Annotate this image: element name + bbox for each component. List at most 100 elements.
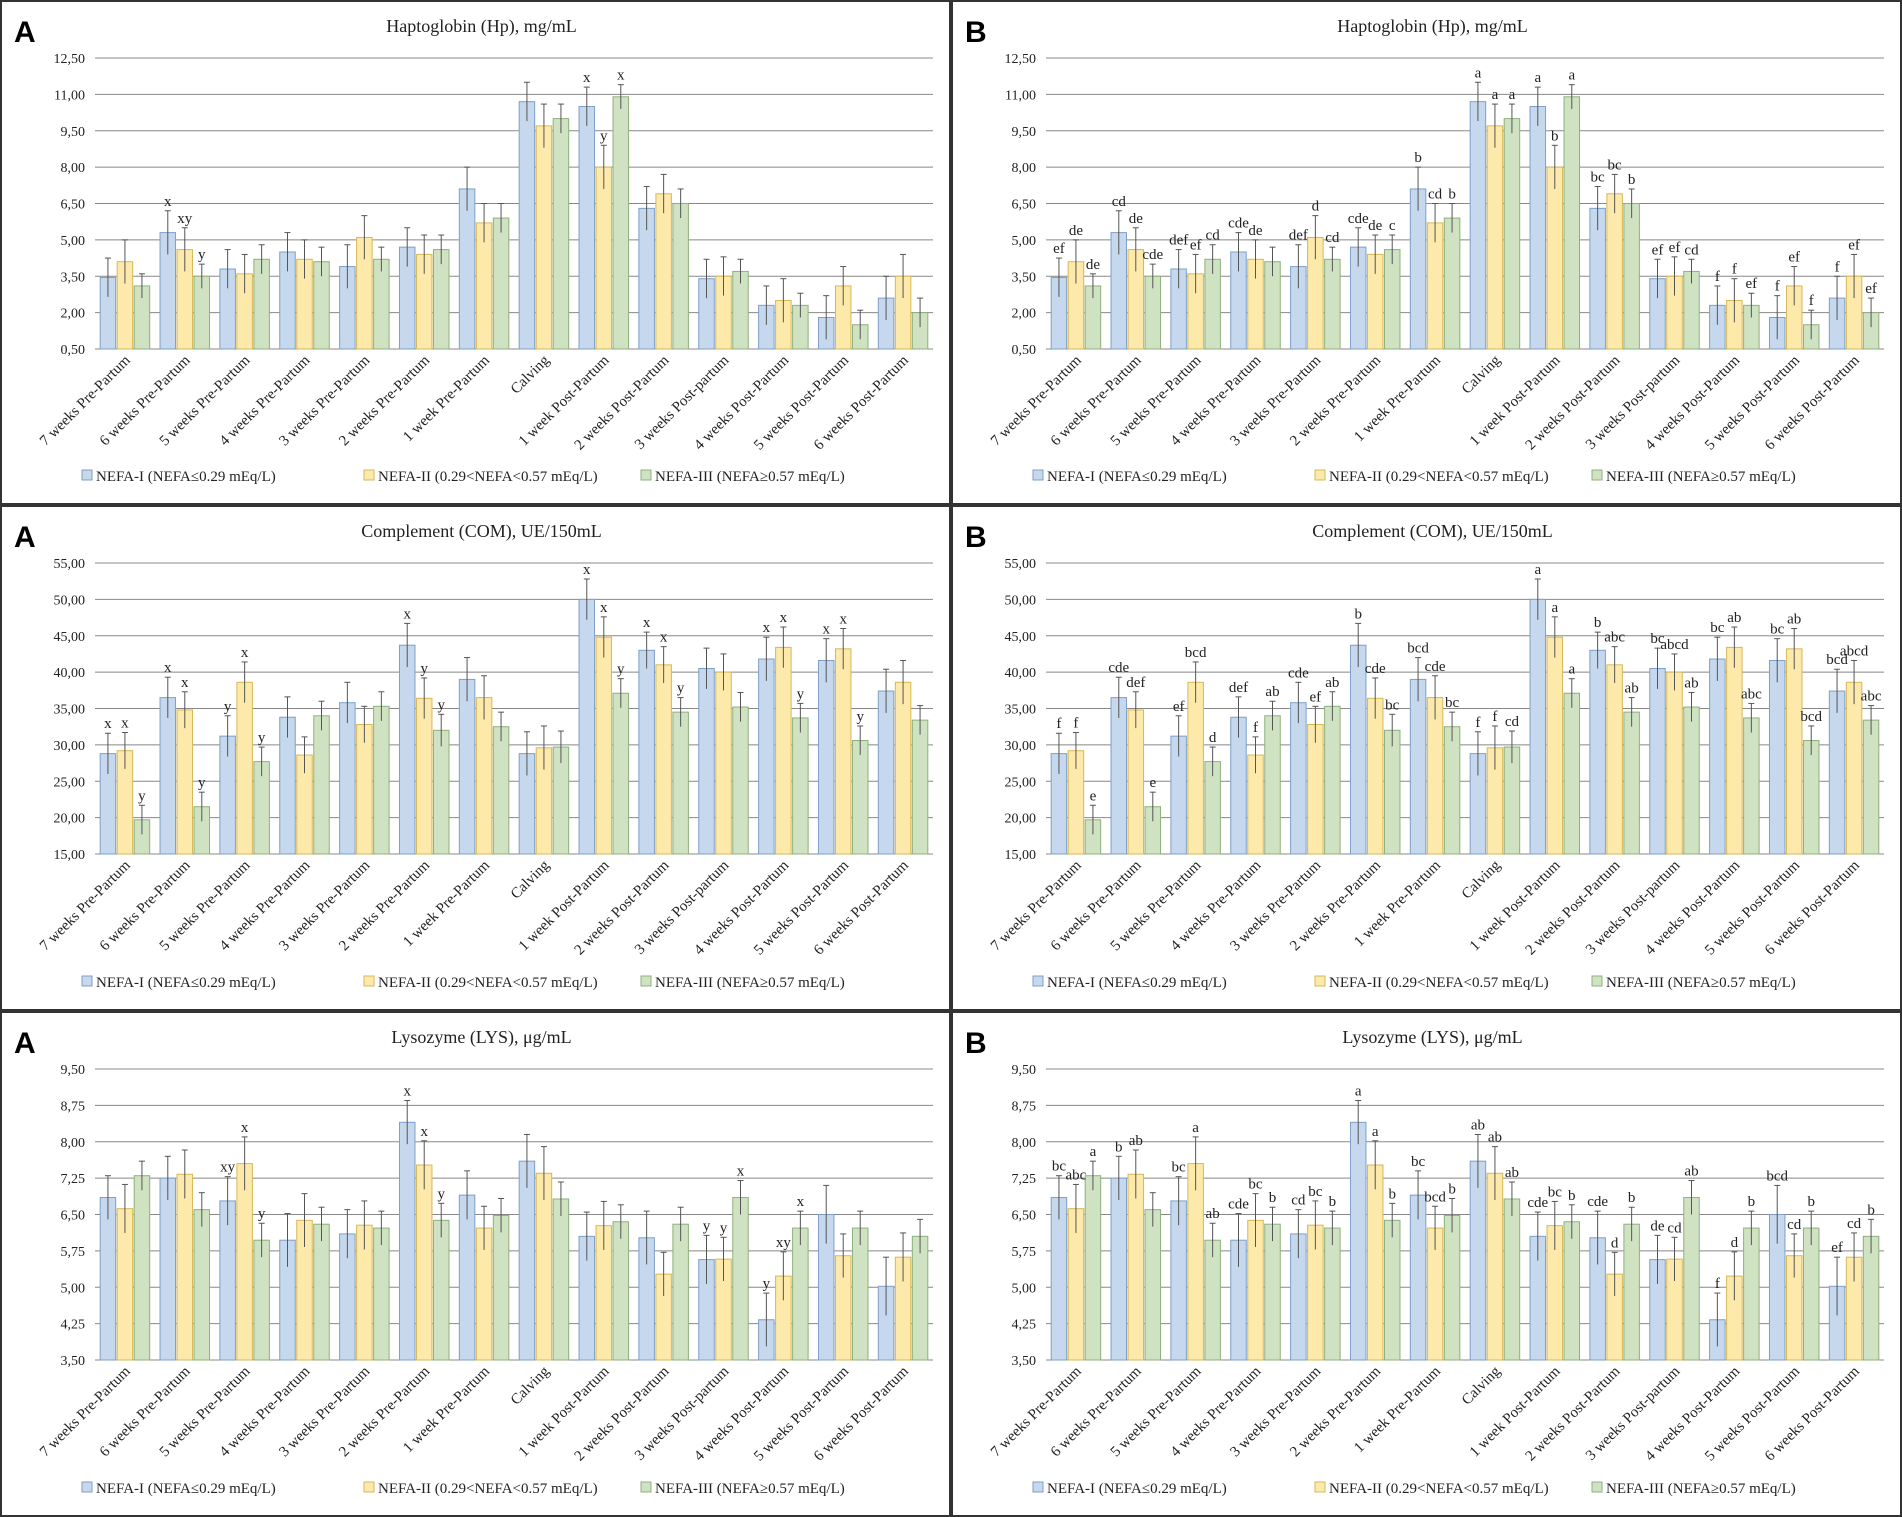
panel-frame <box>0 505 951 1011</box>
bar-nefa-ii <box>1785 648 1803 855</box>
significance-letter: y <box>797 686 805 702</box>
significance-letter: ab <box>1625 681 1639 697</box>
significance-letter: abcd <box>1840 643 1869 659</box>
significance-letter: ef <box>1865 281 1877 297</box>
bar-nefa-iii <box>432 729 450 855</box>
y-tick-label: 9,50 <box>1012 1063 1037 1078</box>
significance-letter: y <box>677 681 685 697</box>
bar-nefa-i <box>1469 1160 1487 1361</box>
bar-nefa-i <box>1290 702 1307 855</box>
significance-letter: ef <box>1848 237 1860 253</box>
bar-nefa-iii <box>492 1214 510 1361</box>
significance-letter: x <box>420 1124 428 1140</box>
chart-panel-2: B Haptoglobin (Hp), mg/mL 0,50 2,00 3,50 5,00… <box>951 0 1902 505</box>
bar-nefa-iii <box>552 746 570 855</box>
bar-nefa-i <box>1529 106 1547 350</box>
significance-letter: ab <box>1325 675 1339 691</box>
significance-letter: cde <box>1365 661 1386 677</box>
significance-letter: abc <box>1604 630 1625 646</box>
bar-nefa-iii <box>1623 1223 1640 1361</box>
significance-letter: b <box>1807 1194 1815 1210</box>
significance-letter: abc <box>1066 1167 1087 1183</box>
y-tick-label: 5,00 <box>61 234 86 249</box>
significance-letter: def <box>1126 675 1145 691</box>
significance-letter: x <box>241 645 249 661</box>
significance-letter: x <box>121 716 129 732</box>
y-tick-label: 5,00 <box>61 1281 86 1296</box>
bar-nefa-ii <box>1307 724 1324 855</box>
bar-nefa-i <box>518 101 536 350</box>
significance-letter: b <box>1329 1194 1337 1210</box>
bar-nefa-iii <box>1503 1198 1521 1361</box>
bar-nefa-ii <box>1127 709 1145 855</box>
bar-nefa-iii <box>612 96 630 350</box>
legend-swatch-nefa-i <box>1032 469 1044 481</box>
significance-letter: x <box>164 194 172 210</box>
significance-letter: a <box>1355 1084 1362 1100</box>
significance-letter: abc <box>1861 689 1882 705</box>
significance-letter: cde <box>1425 659 1446 675</box>
significance-letter: x <box>164 660 172 676</box>
panel-frame <box>951 1011 1902 1517</box>
bar-nefa-iii <box>1084 1175 1102 1361</box>
y-tick-label: 35,00 <box>54 703 86 718</box>
legend-label-nefa-ii: NEFA-II (0.29<NEFA<0.57 mEq/L) <box>378 469 598 485</box>
bar-nefa-iii <box>1324 258 1341 350</box>
significance-letter: ef <box>1652 242 1664 258</box>
bar-nefa-ii <box>535 1172 553 1361</box>
y-tick-label: 3,50 <box>1012 1354 1037 1369</box>
bar-nefa-iii <box>1324 1227 1341 1361</box>
bar-nefa-ii <box>1426 697 1444 855</box>
y-tick-label: 25,00 <box>1005 775 1037 790</box>
significance-letter: x <box>660 630 668 646</box>
y-tick-label: 15,00 <box>1005 848 1037 863</box>
legend-swatch-nefa-i <box>81 975 93 987</box>
legend-label-nefa-iii: NEFA-III (NEFA≥0.57 mEq/L) <box>1606 975 1796 991</box>
bar-nefa-iii <box>1683 1197 1700 1361</box>
legend-swatch-nefa-iii <box>640 1481 652 1493</box>
x-tick-label: Calving <box>508 857 553 902</box>
significance-letter: f <box>1715 1276 1720 1292</box>
significance-letter: bc <box>1411 1154 1426 1170</box>
bar-nefa-i <box>279 716 296 855</box>
bar-nefa-ii <box>1187 1163 1204 1361</box>
significance-letter: a <box>1090 1144 1097 1160</box>
significance-letter: b <box>1551 128 1559 144</box>
significance-letter: y <box>437 697 445 713</box>
bar-nefa-iii <box>1743 1227 1760 1361</box>
significance-letter: xy <box>776 1235 792 1251</box>
bar-nefa-i <box>458 678 476 855</box>
legend-swatch-nefa-iii <box>640 469 652 481</box>
bar-nefa-iii <box>1862 719 1880 855</box>
bar-nefa-ii <box>1666 671 1683 855</box>
bar-nefa-ii <box>715 671 732 855</box>
bar-nefa-iii <box>612 1221 630 1361</box>
significance-letter: x <box>583 70 591 86</box>
significance-letter: ef <box>1788 250 1800 266</box>
bar-nefa-iii <box>672 711 689 855</box>
y-tick-label: 45,00 <box>54 630 86 645</box>
significance-letter: y <box>224 699 232 715</box>
significance-letter: b <box>1115 1139 1123 1155</box>
panel-frame <box>0 0 951 505</box>
bar-nefa-i <box>1409 188 1427 350</box>
bar-nefa-ii <box>655 193 672 350</box>
bar-nefa-iii <box>1443 1214 1461 1361</box>
significance-letter: abcd <box>1660 637 1689 653</box>
significance-letter: y <box>420 661 428 677</box>
y-tick-label: 12,50 <box>54 52 86 67</box>
bar-nefa-iii <box>1443 217 1461 350</box>
bar-nefa-ii <box>415 1164 433 1361</box>
significance-letter: cd <box>1787 1217 1802 1233</box>
significance-letter: bcd <box>1424 1189 1446 1205</box>
x-tick-label: Calving <box>1459 1363 1504 1408</box>
significance-letter: d <box>1312 199 1320 215</box>
significance-letter: y <box>138 788 146 804</box>
bar-nefa-iii <box>1264 1223 1281 1361</box>
legend-swatch-nefa-ii <box>1314 1481 1326 1493</box>
significance-letter: bcd <box>1407 641 1429 657</box>
chart-title: Haptoglobin (Hp), mg/mL <box>386 16 576 37</box>
bar-nefa-ii <box>595 636 613 855</box>
bar-nefa-iii <box>1324 705 1341 855</box>
chart-title: Complement (COM), UE/150mL <box>1312 521 1552 542</box>
